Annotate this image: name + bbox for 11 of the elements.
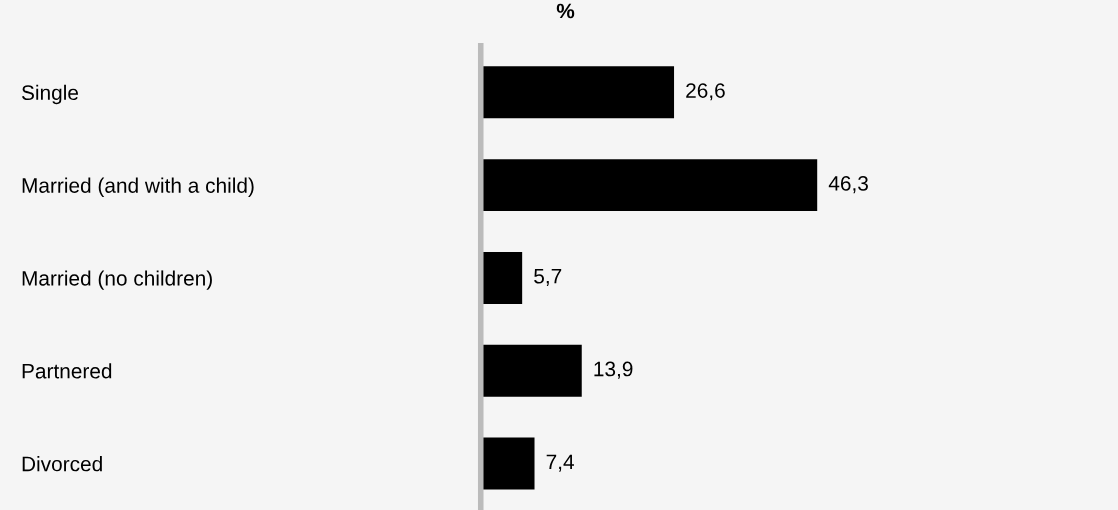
data-label: 26,6 bbox=[686, 83, 725, 101]
chart-title: % bbox=[556, 3, 575, 19]
data-label: 46,3 bbox=[828, 175, 868, 194]
y-tick-label: Single bbox=[21, 84, 78, 105]
data-label: 13,9 bbox=[594, 361, 633, 379]
y-tick-label: Married (no children) bbox=[22, 270, 212, 290]
data-label: 7,4 bbox=[546, 454, 574, 472]
data-label: 5,7 bbox=[534, 269, 562, 286]
y-tick-label: Married (and with a child) bbox=[22, 177, 254, 197]
y-tick-label: Partnered bbox=[22, 363, 112, 379]
y-tick-label: Divorced bbox=[22, 456, 102, 472]
